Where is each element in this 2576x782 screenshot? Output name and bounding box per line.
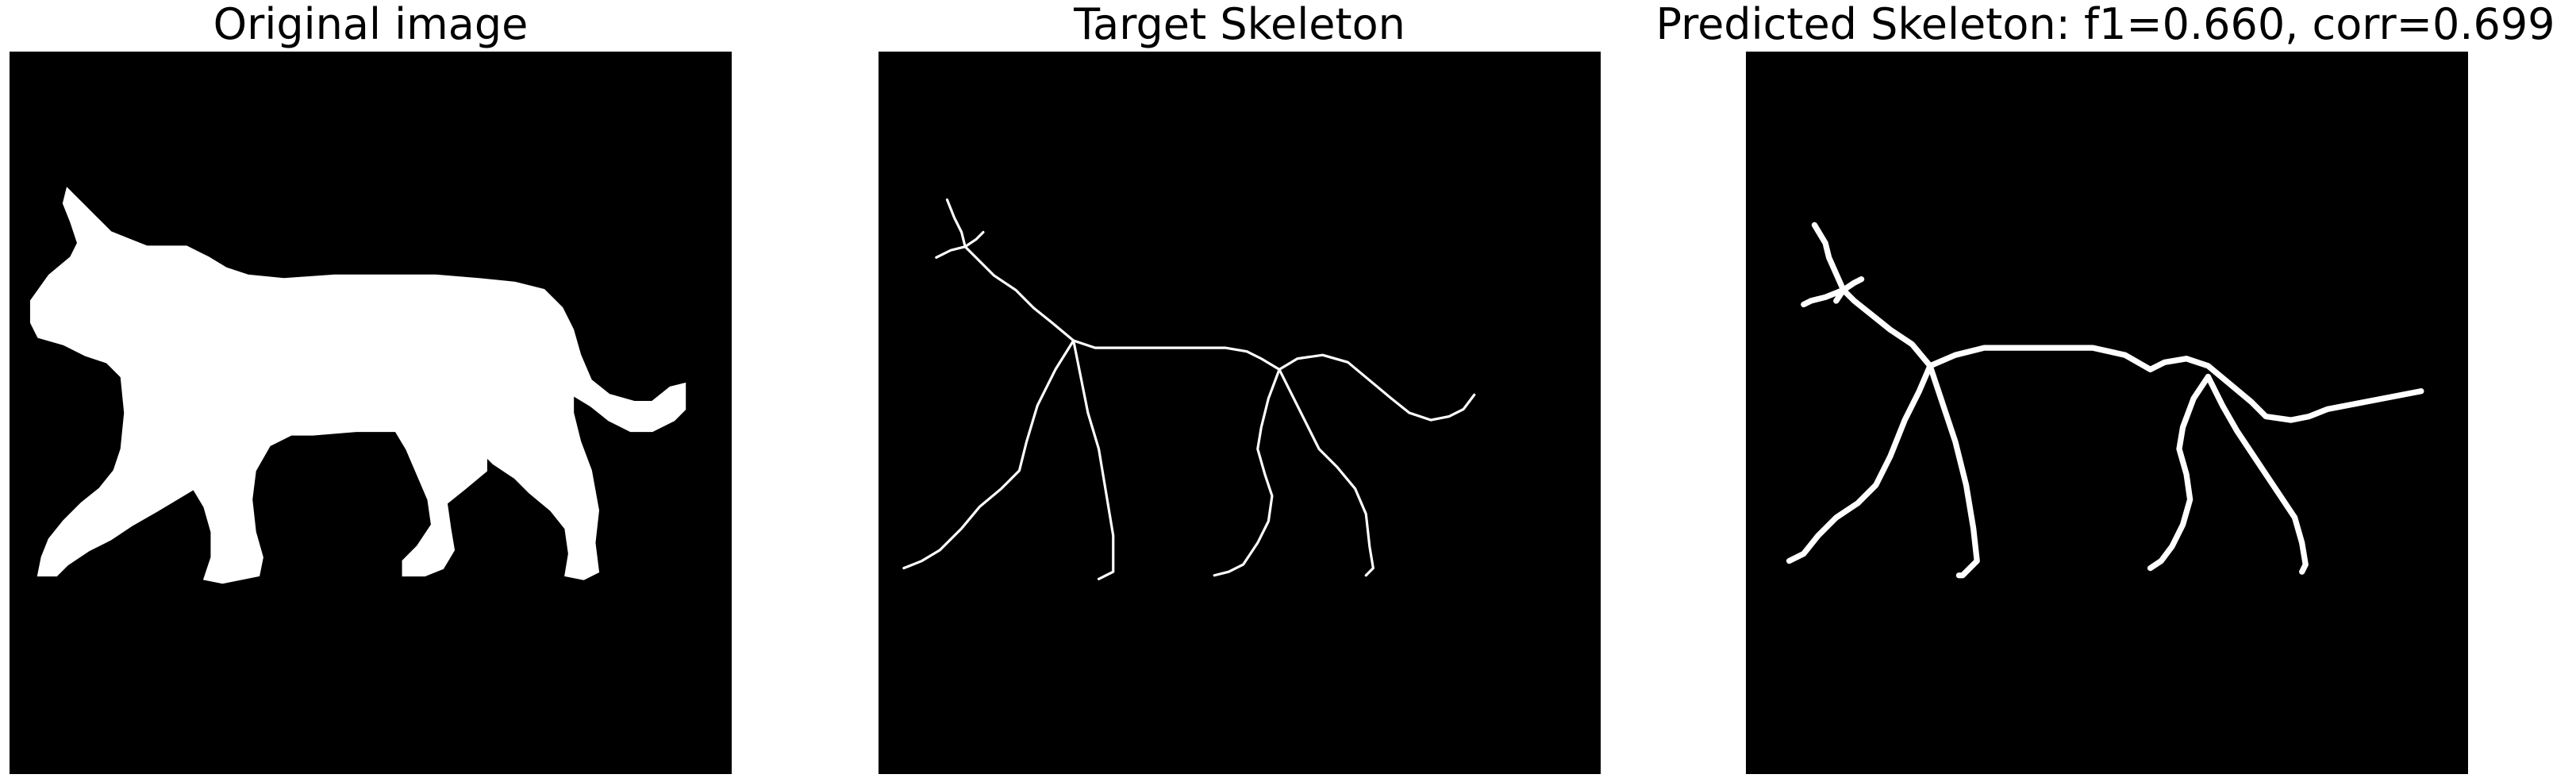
target-skeleton-lines	[902, 198, 1476, 580]
predicted-skeleton-panel	[1746, 52, 2468, 774]
panel-title-target: Target Skeleton	[1074, 0, 1405, 49]
panel-title-original: Original image	[213, 0, 529, 49]
cat-silhouette-image	[29, 187, 686, 584]
original-image-panel	[10, 52, 732, 774]
target-skeleton-panel	[879, 52, 1601, 774]
predicted-skeleton-image	[1786, 222, 2424, 579]
predicted-skeleton-lines	[1786, 222, 2424, 579]
target-skeleton-image	[902, 198, 1476, 580]
panel-title-predicted: Predicted Skeleton: f1=0.660, corr=0.699	[1655, 0, 2555, 49]
cat-silhouette	[29, 187, 686, 584]
